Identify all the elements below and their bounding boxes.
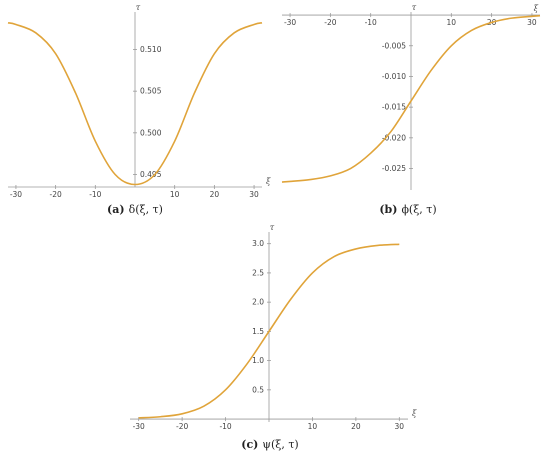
y-tick-label: 1.5	[252, 327, 264, 336]
x-tick-label: -20	[324, 18, 336, 27]
x-tick-label: 30	[527, 18, 537, 27]
x-axis-name: ξ	[534, 4, 539, 13]
x-tick-label: 10	[170, 190, 180, 199]
panel-a-delta: -30 -20 -10 10 20 30 0.495 0.500 0.505 0.510 τ ξ	[7, 3, 271, 199]
y-axis-name: τ	[270, 223, 275, 232]
series-line	[7, 22, 263, 186]
caption-b: (b) ϕ(ξ, τ)	[379, 203, 436, 216]
y-tick-label: 0.510	[140, 45, 162, 54]
x-tick-label: -10	[219, 422, 231, 431]
caption-a: (a) δ(ξ, τ)	[107, 203, 163, 216]
x-axis-name: ξ	[412, 409, 417, 418]
series-line	[281, 14, 541, 183]
y-tick-label: 0.495	[140, 170, 162, 179]
caption-c: (c) ψ(ξ, τ)	[241, 438, 298, 451]
y-tick-label: -0.010	[382, 72, 406, 81]
series-line	[138, 243, 400, 419]
x-tick-label: -30	[10, 190, 22, 199]
y-tick-label: 0.505	[140, 87, 162, 96]
y-tick-label: -0.005	[382, 41, 406, 50]
x-tick-label: -30	[284, 18, 296, 27]
x-tick-label: 10	[447, 18, 457, 27]
x-tick-label: 30	[395, 422, 405, 431]
x-tick-label: 10	[308, 422, 318, 431]
y-tick-label: -0.020	[382, 133, 406, 142]
panel-b-phi: -30 -20 -10 10 20 30-0.005-0.010-0.015-0.020-…	[281, 3, 541, 190]
x-tick-label: 30	[249, 190, 259, 199]
y-tick-label: 3.0	[252, 239, 264, 248]
x-tick-label: -10	[89, 190, 101, 199]
x-axis-name: ξ	[266, 177, 271, 186]
y-tick-label: -0.025	[382, 164, 406, 173]
panel-c-psi: -30 -20 -10 10 20 30 0.5 1.0 1.5 2.0 2.5 3.0 τ ξ	[130, 223, 417, 431]
x-tick-label: -10	[365, 18, 377, 27]
x-tick-label: -20	[176, 422, 188, 431]
y-tick-label: 1.0	[252, 356, 264, 365]
y-tick-label: 0.5	[252, 385, 264, 394]
y-tick-label: 2.5	[252, 268, 264, 277]
x-tick-label: 20	[351, 422, 361, 431]
x-tick-label: 20	[210, 190, 220, 199]
y-tick-label: 0.500	[140, 128, 162, 137]
y-axis-name: τ	[136, 3, 141, 12]
y-tick-label: -0.015	[382, 103, 406, 112]
y-axis-name: τ	[412, 3, 417, 12]
x-tick-label: -20	[50, 190, 62, 199]
y-tick-label: 2.0	[252, 298, 264, 307]
x-tick-label: -30	[133, 422, 145, 431]
